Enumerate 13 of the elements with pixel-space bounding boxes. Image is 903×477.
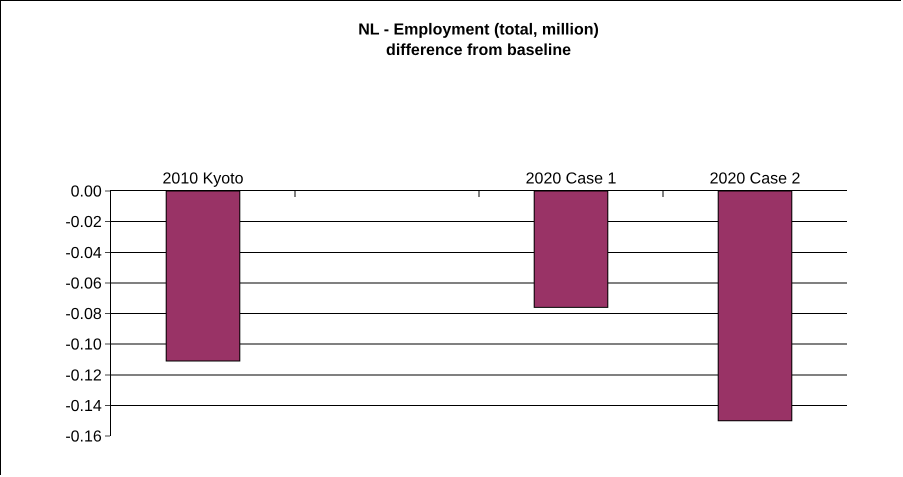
chart-title: NL - Employment (total, million) difference from baseline	[358, 21, 599, 60]
y-tick-label: -0.08	[65, 306, 102, 324]
x-tick-label: 2010 Kyoto	[162, 170, 244, 188]
x-tick-label: 2020 Case 1	[526, 170, 616, 188]
x-tick-label: 2020 Case 2	[710, 170, 800, 188]
y-tick-label: -0.06	[65, 275, 102, 292]
y-tick-label: -0.16	[65, 428, 102, 446]
y-tick-label: 0.00	[70, 184, 102, 201]
y-tick-label: -0.14	[65, 398, 102, 415]
y-tick-label: -0.04	[65, 244, 102, 262]
y-tick-label: -0.10	[65, 336, 102, 354]
y-tick-label: -0.12	[65, 367, 102, 384]
y-tick-label: -0.02	[65, 214, 102, 232]
